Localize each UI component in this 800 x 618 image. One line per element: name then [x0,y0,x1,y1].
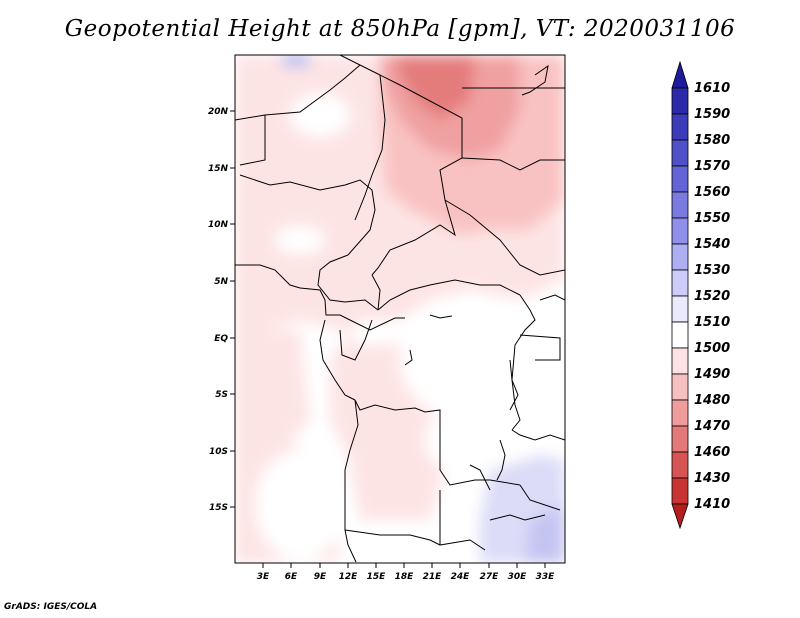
lon-label: 6E [285,572,298,582]
lon-label: 15E [367,572,387,582]
colorbar-label: 1470 [694,419,730,434]
country-borders [235,55,565,563]
lon-label: 21E [423,572,443,582]
colorbar-swatch [671,243,689,271]
lat-label: 5S [215,390,228,400]
colorbar-label: 1480 [694,393,730,408]
colorbar-label: 1500 [694,341,730,356]
colorbar-swatch [671,399,689,427]
lon-label: 12E [339,572,359,582]
colorbar-swatch [671,295,689,323]
colorbar-swatch [671,217,689,245]
colorbar-label: 1510 [694,315,730,330]
colorbar-swatch [671,113,689,141]
lon-label: 27E [480,572,500,582]
lat-label: 15N [208,164,229,174]
lat-label: 10N [208,220,229,230]
colorbar-label: 1570 [694,159,730,174]
colorbar-swatch [671,269,689,297]
lon-label: 9E [314,572,327,582]
colorbar-swatch [671,87,689,115]
lon-label: 33E [536,572,556,582]
colorbar [671,60,689,530]
colorbar-swatch [671,373,689,401]
axis-ticks [230,110,546,568]
lon-label: 18E [395,572,415,582]
colorbar-label: 1430 [694,471,730,486]
lat-label: 5N [214,277,228,287]
shaded-field [235,55,565,563]
colorbar-swatch [671,165,689,193]
colorbar-swatch [671,347,689,375]
colorbar-label: 1550 [694,211,730,226]
colorbar-label: 1560 [694,185,730,200]
lat-label: 20N [208,107,229,117]
grads-credit: GrADS: IGES/COLA [4,602,98,612]
colorbar-label: 1590 [694,107,730,122]
colorbar-swatch [671,139,689,167]
map-frame [234,54,566,564]
colorbar-label: 1520 [694,289,730,304]
lon-label: 3E [257,572,270,582]
colorbar-swatch [671,451,689,479]
colorbar-swatch [671,191,689,219]
colorbar-label: 1530 [694,263,730,278]
lat-label: 10S [209,447,228,457]
colorbar-label: 1410 [694,497,730,512]
colorbar-arrow-bottom [671,503,689,530]
lon-label: 30E [508,572,528,582]
colorbar-label: 1460 [694,445,730,460]
colorbar-label: 1580 [694,133,730,148]
chart-title: Geopotential Height at 850hPa [gpm], VT:… [64,16,736,42]
colorbar-label: 1540 [694,237,730,252]
colorbar-label: 1610 [694,81,730,96]
colorbar-swatch [671,321,689,349]
colorbar-swatch [671,477,689,505]
colorbar-label: 1490 [694,367,730,382]
colorbar-arrow-top [671,60,689,89]
lat-label: 15S [209,503,228,513]
colorbar-swatch [671,425,689,453]
lat-label: EQ [214,334,228,344]
lon-label: 24E [451,572,471,582]
